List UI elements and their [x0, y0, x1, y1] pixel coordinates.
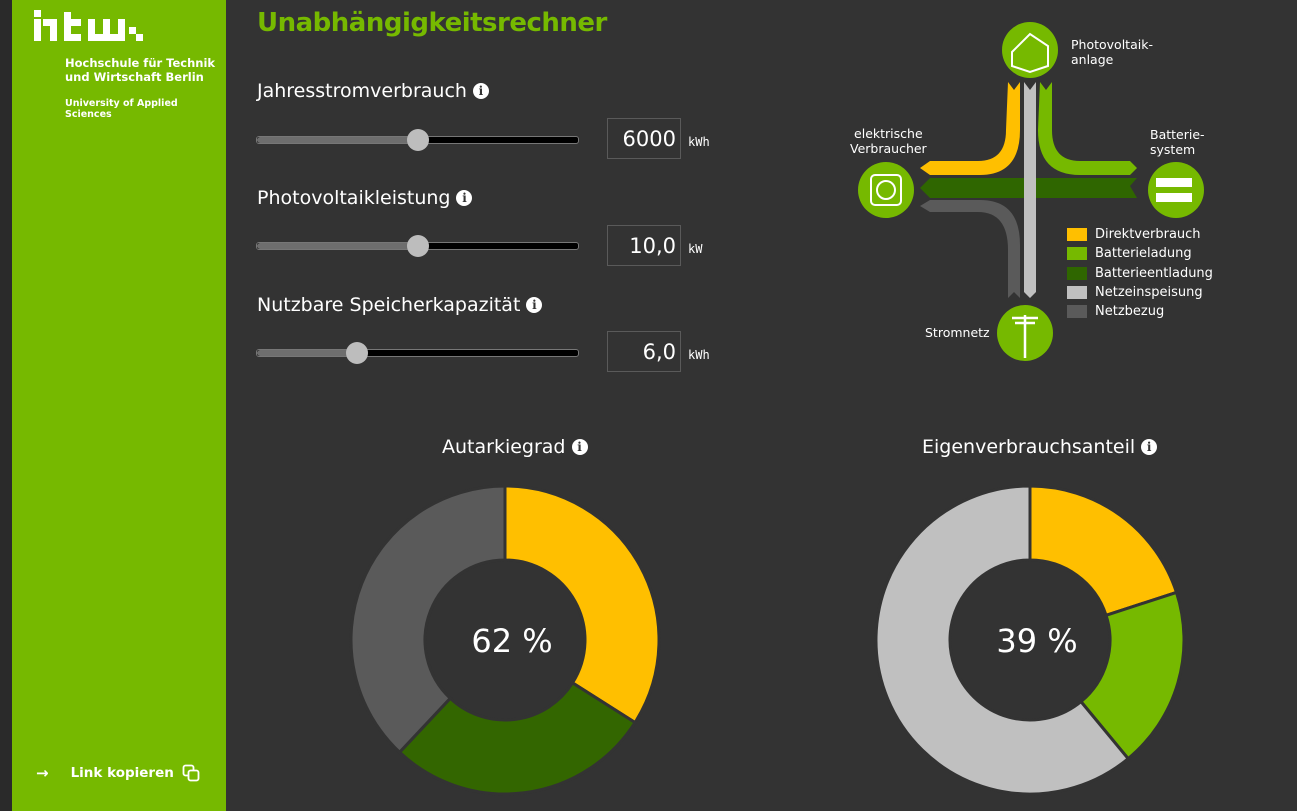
legend-label: Direktverbrauch	[1095, 227, 1201, 242]
donut-slice-netzeinspeisung[interactable]	[874, 484, 1131, 796]
slider-fill	[257, 137, 418, 143]
legend-label: Batterieladung	[1095, 246, 1192, 262]
eigenverbrauch-donut	[874, 484, 1186, 796]
copy-link-label: Link kopieren	[70, 765, 174, 781]
window-edge	[0, 0, 12, 811]
legend-swatch	[1067, 305, 1087, 319]
copy-link-button[interactable]: → Link kopieren	[36, 764, 200, 782]
donut-slice-direktverbrauch[interactable]	[1028, 484, 1179, 618]
unit-kwh: kWh	[688, 348, 710, 362]
slider-thumb[interactable]	[406, 129, 429, 151]
pv-house-icon	[1002, 22, 1058, 78]
label-photovoltaikleistung: Photovoltaikleistung i	[257, 187, 473, 209]
label-text: Nutzbare Speicherkapazität	[257, 294, 521, 316]
flow-netzbezug	[920, 200, 1020, 298]
autarkiegrad-value: 62 %	[471, 622, 553, 660]
donut-slice-netzbezug[interactable]	[349, 484, 507, 755]
donut-slice-direktverbrauch[interactable]	[503, 484, 661, 725]
autarkiegrad-title: Autarkiegrad i	[442, 436, 588, 458]
power-pole-icon	[997, 305, 1053, 361]
legend-swatch	[1067, 266, 1087, 280]
label-verbraucher: elektrische Verbraucher	[850, 126, 927, 156]
autarkiegrad-donut	[349, 484, 661, 796]
legend-swatch	[1067, 228, 1087, 242]
info-icon[interactable]: i	[526, 297, 543, 313]
legend-item: Batterieentladung	[1067, 264, 1213, 283]
university-name-line1: Hochschule für Technik	[65, 56, 216, 70]
chart-title-text: Autarkiegrad	[442, 436, 566, 458]
info-icon[interactable]: i	[456, 190, 473, 206]
legend-label: Netzeinspeisung	[1095, 284, 1203, 300]
legend-swatch	[1067, 247, 1087, 261]
unit-kwh: kWh	[688, 135, 710, 149]
eigenverbrauch-value: 39 %	[996, 622, 1078, 660]
legend-label: Batterieentladung	[1095, 265, 1213, 281]
university-name: Hochschule für Technik und Wirtschaft Ber…	[65, 56, 215, 84]
label-text: Jahresstromverbrauch	[257, 80, 467, 102]
donut-slice-batterieentladung[interactable]	[397, 680, 638, 796]
info-icon[interactable]: i	[1141, 439, 1158, 455]
slider-fill	[257, 350, 357, 356]
label-jahresstromverbrauch: Jahresstromverbrauch i	[257, 80, 489, 102]
slider-thumb[interactable]	[345, 342, 368, 364]
slider-fill	[257, 243, 418, 249]
copy-icon	[182, 764, 200, 782]
input-photovoltaikleistung[interactable]: 10,0	[607, 225, 681, 266]
slider-jahresstromverbrauch[interactable]	[256, 129, 579, 151]
unit-kw: kW	[688, 242, 703, 256]
legend-item: Netzbezug	[1067, 302, 1213, 321]
university-subtitle: University of Applied Sciences	[65, 98, 178, 120]
eigenverbrauch-title: Eigenverbrauchsanteil i	[922, 436, 1158, 458]
label-photovoltaikanlage: Photovoltaik- anlage	[1071, 37, 1153, 67]
battery-icon	[1148, 162, 1204, 218]
university-name-line2: und Wirtschaft Berlin	[65, 70, 204, 84]
info-icon[interactable]: i	[571, 439, 588, 455]
label-text: Photovoltaikleistung	[257, 187, 451, 209]
input-speicherkapazitaet[interactable]: 6,0	[607, 331, 681, 372]
label-stromnetz: Stromnetz	[925, 325, 990, 340]
slider-thumb[interactable]	[406, 235, 429, 257]
legend-swatch	[1067, 286, 1087, 300]
energy-flow-diagram	[858, 22, 1204, 361]
flow-batterieladung	[1038, 82, 1137, 175]
sidebar: Hochschule für Technik und Wirtschaft Ber…	[12, 0, 226, 811]
input-jahresstromverbrauch[interactable]: 6000	[607, 118, 681, 159]
label-speicherkapazitaet: Nutzbare Speicherkapazität i	[257, 294, 543, 316]
legend-item: Netzeinspeisung	[1067, 283, 1213, 302]
donut-slice-batterieladung[interactable]	[1078, 590, 1186, 761]
htw-logo	[34, 10, 143, 41]
socket-icon	[858, 162, 914, 218]
info-icon[interactable]: i	[472, 83, 489, 99]
chart-title-text: Eigenverbrauchsanteil	[922, 436, 1136, 458]
legend-item: Batterieladung	[1067, 244, 1213, 263]
diagram-legend: Direktverbrauch Batterieladung Batteriee…	[1067, 225, 1213, 321]
flow-direktverbrauch	[920, 82, 1020, 175]
arrow-right-icon: →	[36, 764, 49, 782]
flow-netzeinspeisung	[1024, 82, 1036, 298]
slider-photovoltaikleistung[interactable]	[256, 235, 579, 257]
label-batteriesystem: Batterie- system	[1150, 127, 1205, 157]
legend-item: Direktverbrauch	[1067, 225, 1213, 244]
page-title: Unabhängigkeitsrechner	[257, 8, 607, 38]
slider-speicherkapazitaet[interactable]	[256, 342, 579, 364]
legend-label: Netzbezug	[1095, 304, 1165, 320]
